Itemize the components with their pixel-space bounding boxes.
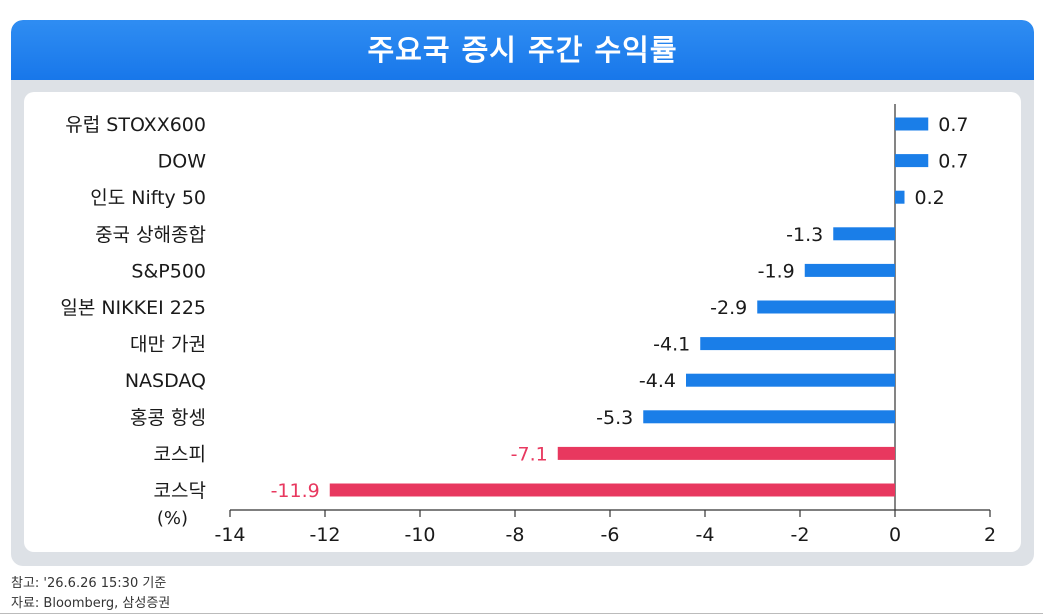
- bar: [895, 190, 905, 204]
- category-label: 중국 상해종합: [95, 224, 206, 246]
- value-label: -4.1: [653, 334, 690, 356]
- bar: [895, 117, 929, 131]
- bar: [895, 154, 929, 168]
- chart-panel: 주요국 증시 주간 수익률: [11, 20, 1034, 566]
- category-label: 유럽 STOXX600: [65, 114, 206, 136]
- value-label: -11.9: [271, 480, 320, 502]
- bar: [757, 300, 895, 314]
- x-tick-label: 2: [984, 524, 996, 546]
- category-label: S&P500: [131, 260, 206, 282]
- category-label: 인도 Nifty 50: [90, 187, 206, 209]
- value-label: 0.7: [938, 151, 968, 173]
- x-tick-label: -8: [506, 524, 525, 546]
- reference-note: 참고: '26.6.26 15:30 기준: [11, 576, 167, 591]
- value-label: 0.7: [938, 114, 968, 136]
- bar: [643, 410, 895, 424]
- title-banner: 주요국 증시 주간 수익률: [11, 20, 1034, 80]
- bar: [700, 337, 895, 351]
- plot-area: [24, 92, 1021, 552]
- value-label: -7.1: [511, 443, 548, 465]
- value-label: -4.4: [639, 370, 676, 392]
- value-label: -1.9: [758, 260, 795, 282]
- x-tick-label: -10: [404, 524, 435, 546]
- bar: [329, 483, 895, 497]
- value-label: -1.3: [786, 224, 823, 246]
- category-label: 코스피: [154, 443, 206, 465]
- bar: [557, 446, 895, 460]
- x-tick-label: -4: [696, 524, 715, 546]
- x-tick-label: -14: [214, 524, 245, 546]
- x-tick-label: -6: [601, 524, 620, 546]
- unit-label: (%): [157, 508, 188, 529]
- bar: [686, 373, 895, 387]
- bar: [833, 227, 895, 241]
- category-label: 대만 가권: [130, 334, 206, 356]
- source-note: 자료: Bloomberg, 삼성증권: [11, 596, 171, 611]
- x-tick-label: 0: [889, 524, 901, 546]
- x-tick-label: -2: [791, 524, 810, 546]
- footer-divider: [0, 613, 1043, 614]
- bar: [804, 263, 895, 277]
- category-label: NASDAQ: [125, 370, 206, 392]
- category-label: 일본 NIKKEI 225: [60, 297, 206, 319]
- category-label: 코스닥: [154, 480, 206, 502]
- value-label: -2.9: [710, 297, 747, 319]
- category-label: 홍콩 항셍: [130, 407, 206, 429]
- value-label: -5.3: [596, 407, 633, 429]
- x-tick-label: -12: [309, 524, 340, 546]
- category-label: DOW: [158, 151, 207, 173]
- chart-title: 주요국 증시 주간 수익률: [367, 33, 678, 67]
- value-label: 0.2: [915, 187, 945, 209]
